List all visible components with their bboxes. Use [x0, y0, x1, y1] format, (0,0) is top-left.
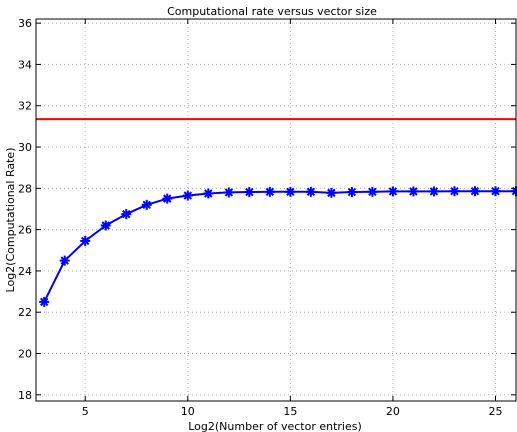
grid-lines [36, 19, 516, 401]
data-point [39, 296, 50, 307]
data-point [223, 187, 234, 198]
x-tick-label: 25 [488, 405, 502, 418]
x-tick-label: 20 [386, 405, 400, 418]
data-point [469, 186, 480, 197]
y-tick-label: 28 [18, 182, 32, 195]
plot-frame [35, 18, 517, 402]
data-point [80, 235, 91, 246]
data-point [285, 186, 296, 197]
y-tick-label: 30 [18, 141, 32, 154]
data-point [162, 193, 173, 204]
y-tick-label: 22 [18, 306, 32, 319]
y-tick-label: 26 [18, 224, 32, 237]
x-tick-label: 15 [283, 405, 297, 418]
x-tick-label: 5 [82, 405, 89, 418]
data-point [182, 190, 193, 201]
data-point [121, 209, 132, 220]
data-point [449, 186, 460, 197]
y-tick-label: 34 [18, 58, 32, 71]
x-axis-label: Log2(Number of vector entries) [188, 420, 362, 432]
data-point [203, 188, 214, 199]
data-point [367, 186, 378, 197]
x-tick-label: 10 [181, 405, 195, 418]
data-point [326, 187, 337, 198]
y-tick-label: 24 [18, 265, 32, 278]
axis-ticks: 5 10 15 20 25 18 20 22 24 26 28 30 32 34 36 [18, 17, 516, 418]
data-point [428, 186, 439, 197]
data-point [100, 220, 111, 231]
data-point [305, 186, 316, 197]
data-point [387, 186, 398, 197]
y-axis-label: Log2(Computational Rate) [4, 148, 17, 293]
data-point [141, 199, 152, 210]
data-point [346, 187, 357, 198]
y-tick-label: 32 [18, 100, 32, 113]
data-point [264, 186, 275, 197]
data-point [244, 187, 255, 198]
chart-title: Computational rate versus vector size [167, 5, 377, 18]
plot-series [36, 118, 517, 307]
data-point [490, 186, 501, 197]
y-tick-label: 36 [18, 17, 32, 30]
series-line [43, 190, 516, 303]
data-point [408, 186, 419, 197]
y-tick-label: 20 [18, 348, 32, 361]
y-tick-label: 18 [18, 389, 32, 402]
data-point [59, 255, 70, 266]
